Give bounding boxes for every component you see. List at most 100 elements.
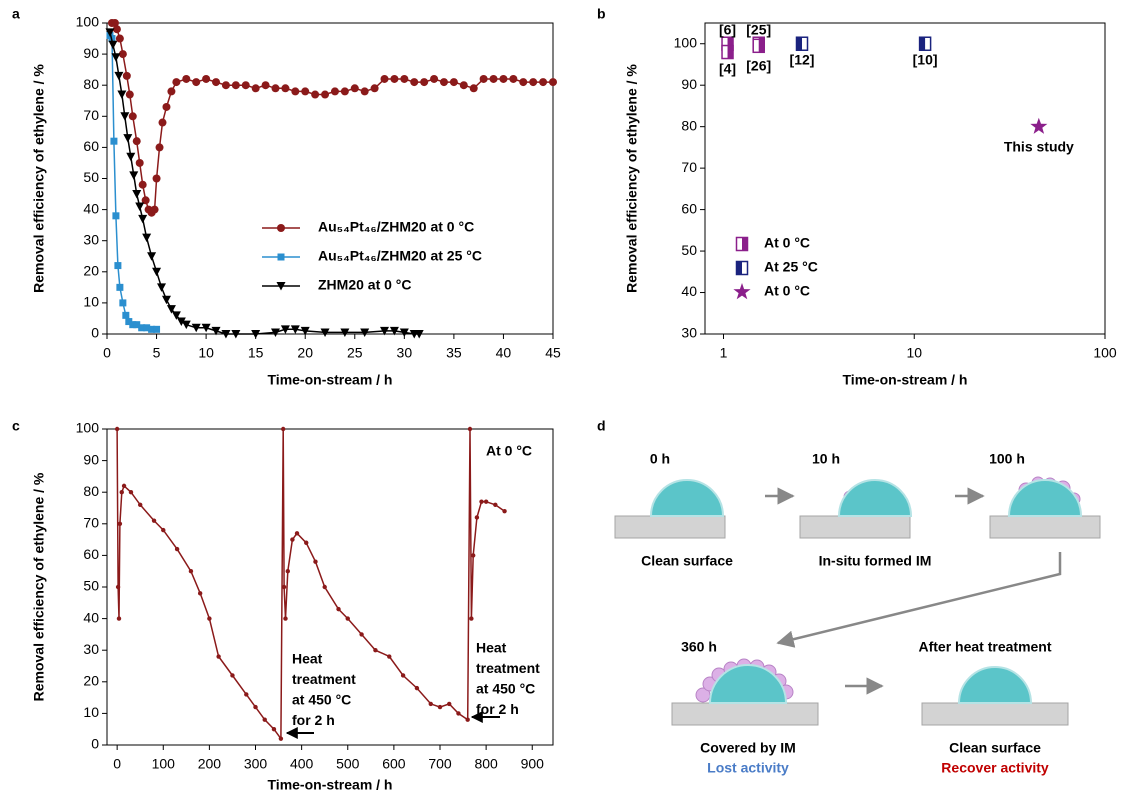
- data-point: [380, 326, 390, 336]
- y-tick-label: 0: [91, 325, 99, 341]
- data-point: [271, 84, 280, 93]
- data-point: [192, 78, 201, 87]
- y-tick-label: 100: [674, 34, 698, 50]
- data-point: [300, 326, 310, 336]
- data-point: [176, 317, 186, 327]
- legend-label: At 0 °C: [764, 283, 810, 299]
- data-point: [171, 311, 181, 320]
- data-point: [230, 673, 235, 678]
- data-point: [132, 190, 142, 199]
- data-point: [221, 81, 230, 90]
- x-tick-label: 200: [198, 756, 222, 772]
- data-point: [277, 224, 285, 232]
- data-point: [410, 78, 419, 87]
- data-point: [373, 648, 378, 653]
- y-tick-label: 70: [83, 107, 99, 123]
- data-point: [119, 299, 127, 307]
- annotation: treatment: [476, 660, 540, 676]
- data-point: [387, 654, 392, 659]
- data-point: [114, 71, 124, 81]
- data-point: [112, 212, 120, 220]
- particle: [1007, 479, 1083, 517]
- x-axis-title: Time-on-stream / h: [268, 372, 393, 388]
- data-point: [128, 490, 134, 495]
- data-point: [330, 87, 339, 96]
- data-point: [150, 205, 159, 214]
- x-tick-label: 100: [1093, 345, 1117, 361]
- data-point: [151, 518, 157, 523]
- marker-fill: [919, 37, 926, 51]
- data-point: [111, 53, 121, 62]
- data-point: [340, 87, 349, 96]
- data-point: [244, 692, 249, 697]
- y-tick-label: 90: [83, 451, 99, 467]
- data-point: [399, 328, 409, 337]
- data-point: [121, 483, 127, 489]
- panel-letter: c: [12, 418, 20, 434]
- stage-time: After heat treatment: [918, 639, 1051, 655]
- data-point: [290, 325, 300, 334]
- particle: [708, 664, 788, 704]
- data-point: [321, 90, 330, 99]
- data-point: [918, 36, 932, 51]
- data-point: [129, 171, 139, 180]
- data-point: [370, 84, 379, 93]
- data-point: [400, 74, 409, 83]
- y-tick-label: 100: [76, 14, 100, 30]
- data-point: [721, 44, 734, 60]
- point-label: [12]: [790, 51, 815, 67]
- x-tick-label: 40: [496, 345, 512, 361]
- data-point: [231, 81, 240, 90]
- x-tick-label: 100: [152, 756, 176, 772]
- y-tick-label: 20: [83, 263, 99, 279]
- x-tick-label: 30: [397, 345, 413, 361]
- data-point: [207, 616, 212, 621]
- data-point: [278, 736, 284, 741]
- annotation: at 450 °C: [292, 692, 351, 708]
- data-point: [108, 40, 118, 50]
- y-tick-label: 70: [681, 159, 697, 175]
- substrate: [671, 702, 819, 726]
- data-point: [549, 78, 557, 87]
- data-point: [290, 537, 295, 542]
- data-point: [138, 502, 143, 508]
- data-point: [129, 321, 137, 329]
- data-point: [301, 87, 310, 96]
- data-point: [167, 87, 176, 96]
- data-point: [152, 267, 162, 277]
- data-point: [735, 236, 749, 252]
- x-tick-label: 35: [446, 345, 462, 361]
- data-point: [201, 323, 211, 333]
- data-point: [390, 74, 399, 83]
- data-point: [285, 569, 290, 574]
- data-point: [125, 90, 134, 99]
- y-tick-label: 40: [83, 200, 99, 216]
- data-point: [493, 502, 498, 508]
- data-point: [116, 283, 124, 291]
- x-tick-label: 5: [153, 345, 161, 361]
- y-tick-label: 50: [83, 169, 99, 185]
- data-point: [211, 326, 221, 336]
- y-tick-label: 30: [83, 641, 99, 657]
- stage-time: 360 h: [681, 639, 717, 655]
- data-point: [345, 616, 350, 621]
- x-tick-label: 15: [248, 345, 264, 361]
- stage-caption: In-situ formed IM: [819, 553, 932, 569]
- data-point: [280, 426, 286, 432]
- diagram-d: d 0 h 10 h 100 h: [597, 418, 1101, 776]
- data-point: [262, 717, 267, 722]
- series-line: [112, 22, 553, 214]
- data-point: [117, 521, 123, 526]
- data-point: [336, 606, 341, 612]
- y-tick-label: 40: [83, 609, 99, 625]
- data-point: [155, 143, 164, 152]
- legend-label: Au₅₄Pt₄₆/ZHM20 at 0 °C: [318, 219, 474, 235]
- stage-note: Lost activity: [707, 760, 789, 776]
- x-tick-label: 45: [545, 345, 561, 361]
- data-point: [277, 253, 285, 261]
- stage-caption: Covered by IM: [700, 740, 796, 756]
- data-point: [202, 74, 211, 83]
- data-point: [161, 295, 171, 305]
- data-point: [281, 584, 287, 590]
- data-point: [502, 508, 507, 514]
